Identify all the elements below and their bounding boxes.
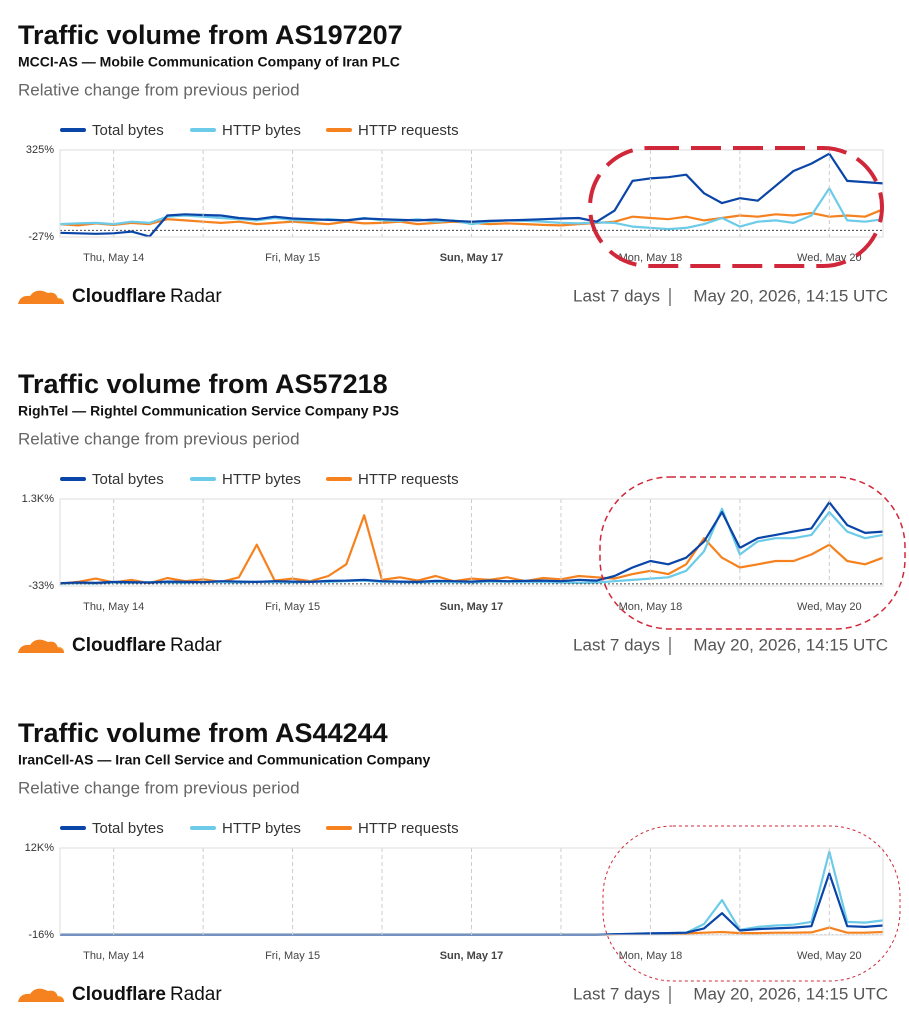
x-tick-label: Thu, May 14 <box>83 252 144 264</box>
brand-name: Cloudflare <box>72 984 166 1005</box>
chart-caption: Relative change from previous period <box>18 429 300 448</box>
period: Last 7 days <box>573 635 660 654</box>
y-tick-label: -16% <box>28 929 54 941</box>
x-tick-label: Wed, May 20 <box>797 601 862 613</box>
plot-frame <box>59 498 884 587</box>
x-tick-label: Thu, May 14 <box>83 601 144 613</box>
chart-subtitle: MCCI-AS — Mobile Communication Company o… <box>18 54 400 70</box>
plot-frame <box>59 847 884 936</box>
x-tick-label: Wed, May 20 <box>797 950 862 962</box>
chart-title: Traffic volume from AS57218 <box>18 369 388 399</box>
y-tick-label: -33% <box>28 580 54 592</box>
brand-name: Cloudflare <box>72 635 166 656</box>
logo-cloud <box>18 290 64 304</box>
x-tick-label: Mon, May 18 <box>619 601 683 613</box>
brand-product: Radar <box>170 635 222 656</box>
x-tick-label: Sun, May 17 <box>440 252 504 264</box>
legend-label: Total bytes <box>92 471 164 488</box>
x-tick-label: Sun, May 17 <box>440 601 504 613</box>
period: Last 7 days <box>573 286 660 305</box>
brand-product: Radar <box>170 286 222 307</box>
legend-label: HTTP bytes <box>222 122 301 139</box>
y-tick-label: -27% <box>28 231 54 243</box>
brand-name: Cloudflare <box>72 286 166 307</box>
plot-frame <box>59 149 884 238</box>
chart-title: Traffic volume from AS197207 <box>18 20 403 50</box>
highlight-oval <box>599 476 906 630</box>
x-tick-label: Fri, May 15 <box>265 252 320 264</box>
highlight-oval <box>588 146 884 268</box>
legend-label: HTTP requests <box>358 820 459 837</box>
chart-title: Traffic volume from AS44244 <box>18 718 388 748</box>
x-tick-label: Wed, May 20 <box>797 252 862 264</box>
chart-caption: Relative change from previous period <box>18 80 300 99</box>
chart-subtitle: RighTel — Rightel Communication Service … <box>18 403 399 419</box>
legend-label: Total bytes <box>92 122 164 139</box>
brand: Cloudflare Radar <box>72 286 222 307</box>
logo-cloud <box>18 988 64 1002</box>
legend-label: Total bytes <box>92 820 164 837</box>
y-tick-label: 1.3K% <box>22 493 55 505</box>
x-tick-label: Fri, May 15 <box>265 601 320 613</box>
y-tick-label: 12K% <box>25 842 55 854</box>
chart-caption: Relative change from previous period <box>18 778 300 797</box>
timestamp: May 20, 2026, 14:15 UTC <box>693 286 888 305</box>
chart-subtitle: IranCell-AS — Iran Cell Service and Comm… <box>18 752 431 768</box>
series-line <box>59 187 884 231</box>
brand-product: Radar <box>170 984 222 1005</box>
x-tick-label: Mon, May 18 <box>619 252 683 264</box>
legend-label: HTTP bytes <box>222 820 301 837</box>
timestamp: May 20, 2026, 14:15 UTC <box>693 984 888 1003</box>
x-tick-label: Fri, May 15 <box>265 950 320 962</box>
highlight-oval <box>602 825 901 982</box>
x-tick-label: Sun, May 17 <box>440 950 504 962</box>
legend-label: HTTP requests <box>358 122 459 139</box>
series-line <box>59 501 884 585</box>
legend-label: HTTP requests <box>358 471 459 488</box>
y-tick-label: 325% <box>26 144 54 156</box>
logo-cloud <box>18 639 64 653</box>
brand: Cloudflare Radar <box>72 635 222 656</box>
timestamp: May 20, 2026, 14:15 UTC <box>693 635 888 654</box>
brand: Cloudflare Radar <box>72 984 222 1005</box>
x-tick-label: Mon, May 18 <box>619 950 683 962</box>
legend-label: HTTP bytes <box>222 471 301 488</box>
x-tick-label: Thu, May 14 <box>83 950 144 962</box>
period: Last 7 days <box>573 984 660 1003</box>
